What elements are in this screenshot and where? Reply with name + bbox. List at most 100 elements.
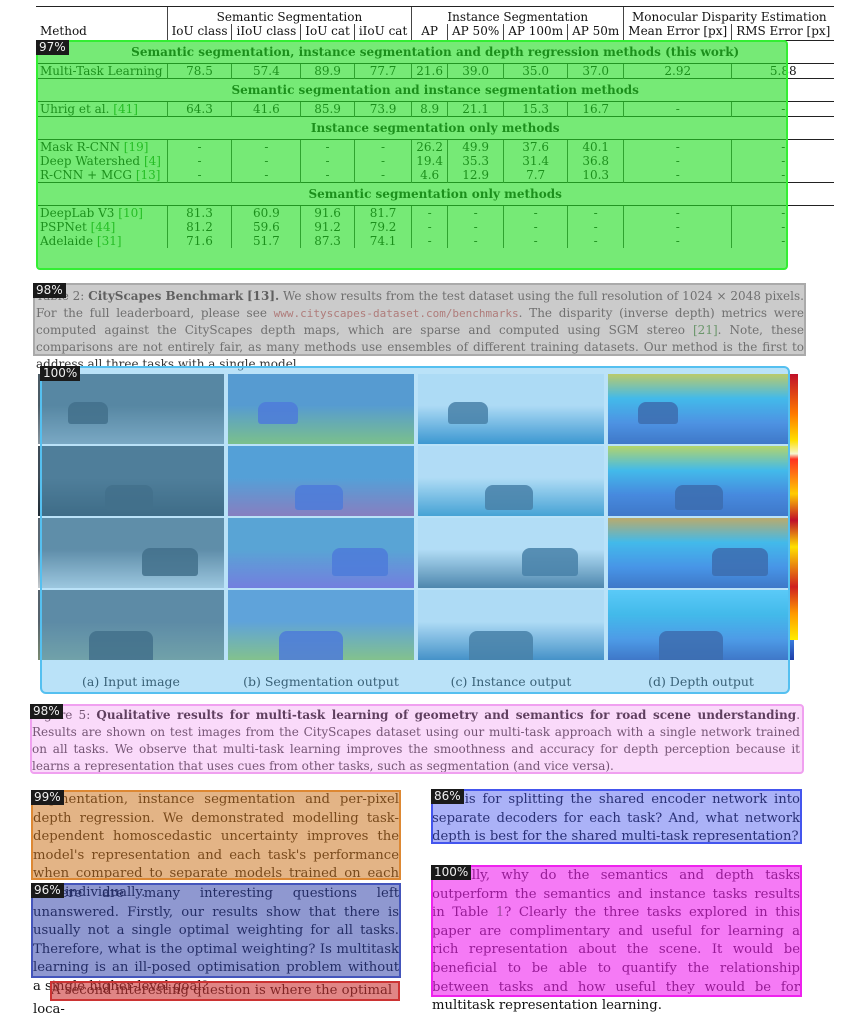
group-header-instance: Instance Segmentation bbox=[411, 7, 624, 24]
citation[interactable]: [31] bbox=[96, 234, 122, 248]
figure-tile bbox=[418, 374, 604, 444]
method-label: Mask R-CNN bbox=[40, 140, 120, 154]
table-cell: 91.2 bbox=[300, 220, 355, 234]
table-cell: 41.6 bbox=[231, 101, 301, 117]
figure-tile bbox=[608, 590, 794, 660]
column-header: iIoU cat bbox=[353, 24, 412, 41]
figure-tile bbox=[418, 590, 604, 660]
depth-colorbar bbox=[788, 374, 798, 640]
method-name: Multi-Task Learning bbox=[36, 64, 167, 79]
figure-object-shape bbox=[638, 402, 678, 424]
table-cell: 85.9 bbox=[300, 101, 355, 117]
results-table: Semantic Segmentation Instance Segmentat… bbox=[36, 6, 835, 248]
column-header: AP 50m bbox=[567, 24, 624, 41]
table-cell: 74.1 bbox=[353, 234, 412, 248]
table-cell: - bbox=[567, 234, 624, 248]
column-header: iIoU class bbox=[231, 24, 301, 41]
figure-object-shape bbox=[89, 631, 153, 660]
figure-tile bbox=[38, 590, 224, 660]
table-cell: - bbox=[623, 168, 732, 183]
figure-object-shape bbox=[279, 631, 343, 660]
sublabel-depth-output: (d) Depth output bbox=[648, 674, 754, 689]
method-label: Uhrig et al. bbox=[40, 102, 110, 116]
figure-object-shape bbox=[448, 402, 488, 424]
section-title: Semantic segmentation and instance segme… bbox=[36, 78, 835, 102]
table-cell: 7.7 bbox=[503, 168, 568, 183]
table-cell: 39.0 bbox=[446, 63, 504, 79]
table-cell: 81.2 bbox=[166, 220, 232, 234]
figure-object-shape bbox=[675, 485, 723, 510]
right-paragraph-2-end: ? Clearly the three tasks explored in th… bbox=[432, 905, 800, 1014]
table-cell: - bbox=[411, 220, 448, 234]
table-cell: 73.9 bbox=[353, 101, 412, 117]
figure-object-shape bbox=[659, 631, 723, 660]
table-row: Uhrig et al. [41] 64.3 41.6 85.9 73.9 8.9 21.1… bbox=[36, 101, 835, 117]
table-cell: - bbox=[446, 234, 504, 248]
table-cell: - bbox=[353, 154, 412, 168]
table-caption-title: CityScapes Benchmark bbox=[88, 289, 244, 303]
citation[interactable]: [13] bbox=[135, 168, 161, 182]
figure-tile bbox=[608, 374, 794, 444]
citation[interactable]: [19] bbox=[123, 140, 149, 154]
section-title: Semantic segmentation, instance segmenta… bbox=[36, 40, 835, 64]
table-cell: 5.88 bbox=[731, 63, 835, 79]
figure-caption: Figure 5: Qualitative results for multi-… bbox=[32, 707, 800, 775]
citation[interactable]: [41] bbox=[113, 102, 138, 116]
figure-object-shape bbox=[142, 548, 198, 576]
table-cell: - bbox=[166, 168, 232, 183]
column-header: IoU class bbox=[166, 24, 232, 41]
citation[interactable]: [21] bbox=[693, 323, 718, 337]
table-cell: 91.6 bbox=[300, 205, 355, 220]
method-name: Deep Watershed [4] bbox=[36, 154, 167, 168]
table-row: PSPNet [44] 81.2 59.6 91.2 79.2- - - - - - bbox=[36, 220, 835, 234]
table-cell: - bbox=[446, 220, 504, 234]
table-cell: 35.3 bbox=[446, 154, 504, 168]
table-cell: - bbox=[300, 154, 355, 168]
figure-caption-label: Figure 5: bbox=[32, 708, 91, 722]
table-cell: 35.0 bbox=[503, 63, 568, 79]
citation[interactable]: [13]. bbox=[246, 289, 280, 303]
method-name: Uhrig et al. [41] bbox=[36, 102, 167, 117]
table-cell: - bbox=[166, 139, 232, 154]
table-cell: 51.7 bbox=[231, 234, 301, 248]
table-cell: 21.1 bbox=[446, 101, 504, 117]
table-cell: - bbox=[623, 154, 732, 168]
citation[interactable]: [10] bbox=[118, 206, 143, 220]
table-cell: 40.1 bbox=[567, 139, 624, 154]
table-cell: 81.7 bbox=[353, 205, 412, 220]
figure-tile bbox=[228, 590, 414, 660]
benchmark-url-link[interactable]: www.cityscapes-dataset.com/benchmarks bbox=[273, 307, 519, 320]
method-label: Multi-Task Learning bbox=[40, 64, 163, 78]
table-cell: 15.3 bbox=[503, 101, 568, 117]
table-cell: 21.6 bbox=[411, 63, 448, 79]
table-row: Deep Watershed [4] - - - -19.4 35.3 31.4 36.8- - bbox=[36, 154, 835, 168]
table-cell: - bbox=[731, 168, 835, 183]
method-label: PSPNet bbox=[40, 220, 87, 234]
citation[interactable]: [44] bbox=[90, 220, 116, 234]
table-cell: - bbox=[567, 205, 624, 220]
group-header-semantic: Semantic Segmentation bbox=[166, 7, 412, 24]
figure-object-shape bbox=[258, 402, 298, 424]
table-cell: 12.9 bbox=[446, 168, 504, 183]
figure-caption-text: . Results are shown on test images from … bbox=[32, 708, 801, 773]
figure-tile bbox=[38, 518, 224, 588]
table-cell: - bbox=[446, 205, 504, 220]
table-cell: 57.4 bbox=[231, 63, 301, 79]
table-cell: - bbox=[623, 205, 732, 220]
method-label: Deep Watershed bbox=[40, 154, 141, 168]
section-title: Instance segmentation only methods bbox=[36, 116, 835, 140]
table-cell: 49.9 bbox=[446, 139, 504, 154]
right-paragraph-1: tion is for splitting the shared encoder… bbox=[432, 792, 800, 845]
qualitative-figure: (a) Input image (b) Segmentation output … bbox=[36, 372, 800, 689]
table-cell: - bbox=[411, 234, 448, 248]
table-cell: 64.3 bbox=[166, 101, 232, 117]
figure-object-shape bbox=[485, 485, 533, 510]
table-row: Mask R-CNN [19] - - - -26.2 49.9 37.6 40.1- - bbox=[36, 139, 835, 154]
table-cell: 79.2 bbox=[353, 220, 412, 234]
citation[interactable]: [4] bbox=[143, 154, 161, 168]
table-cell: - bbox=[300, 168, 355, 183]
method-label: R-CNN + MCG bbox=[40, 168, 133, 182]
table-cell: 89.9 bbox=[300, 63, 355, 79]
table-cell: - bbox=[731, 205, 835, 220]
sublabel-instance-output: (c) Instance output bbox=[450, 674, 572, 689]
